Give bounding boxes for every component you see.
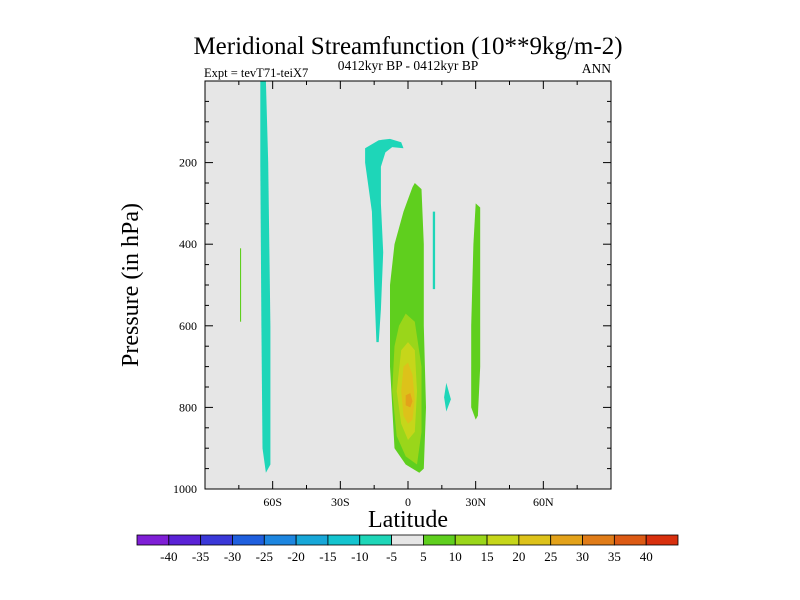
x-tick-labels: 60S 30S 0 30N 60N	[263, 495, 554, 509]
colorbar-label: -35	[192, 549, 209, 564]
contour-region-9	[405, 393, 413, 408]
colorbar-label: -15	[319, 549, 336, 564]
colorbar-label: 10	[449, 549, 462, 564]
colorbar-swatch	[168, 534, 202, 546]
experiment-label: Expt = tevT71-teiX7	[204, 66, 308, 80]
x-axis-label: Latitude	[368, 507, 448, 533]
colorbar-swatch	[613, 534, 647, 546]
colorbar-label: 15	[481, 549, 494, 564]
colorbar-label: -20	[287, 549, 304, 564]
colorbar-swatch	[200, 534, 233, 546]
time-range-label: 0412kyr BP - 0412kyr BP	[338, 58, 479, 73]
axis-ticks	[205, 81, 611, 489]
x-tick-label: 60S	[263, 495, 282, 509]
colorbar-label: -5	[386, 549, 397, 564]
colorbar-label: -25	[256, 549, 273, 564]
colorbar-label: 40	[640, 549, 653, 564]
chart-title: Meridional Streamfunction (10**9kg/m-2)	[193, 33, 622, 60]
x-tick-label: 30S	[331, 495, 350, 509]
contour-region-8	[401, 362, 415, 424]
colorbar-labels: -40 -35 -30 -25 -20 -15 -10 -5 5 10 15 20 25 30 35 40	[160, 549, 653, 564]
colorbar-label: -30	[224, 549, 241, 564]
y-tick-label: 600	[179, 319, 197, 333]
colorbar-swatch	[486, 534, 520, 546]
contour-fill-layer	[240, 81, 481, 473]
contour-region-4	[444, 382, 451, 412]
contour-region-2	[365, 138, 404, 343]
colorbar-swatch	[423, 534, 456, 546]
colorbar-swatch	[550, 534, 583, 546]
colorbar-label: 30	[576, 549, 589, 564]
colorbar-swatch	[454, 534, 488, 546]
colorbar-label: -10	[351, 549, 368, 564]
colorbar-swatch	[645, 534, 679, 546]
contour-region-0	[260, 81, 271, 473]
contour-region-1	[240, 248, 242, 322]
x-tick-label: 30N	[465, 495, 486, 509]
y-tick-label: 400	[179, 237, 197, 251]
colorbar-swatch	[295, 534, 329, 546]
x-tick-label: 60N	[533, 495, 554, 509]
colorbar-label: 5	[420, 549, 427, 564]
y-tick-label: 800	[179, 400, 197, 414]
colorbar-swatch	[518, 534, 552, 546]
colorbar-label: 35	[608, 549, 621, 564]
y-tick-label: 200	[179, 156, 197, 170]
season-label: ANN	[582, 61, 611, 76]
colorbar-swatch	[136, 534, 170, 546]
y-tick-label: 1000	[173, 482, 197, 496]
contour-region-10	[471, 203, 481, 420]
colorbar-swatch	[359, 534, 392, 546]
y-axis-label: Pressure (in hPa)	[118, 203, 144, 367]
colorbar-label: 20	[512, 549, 525, 564]
colorbar	[136, 534, 679, 546]
colorbar-swatch	[263, 534, 297, 546]
x-tick-label: 0	[405, 495, 411, 509]
colorbar-swatch	[327, 534, 361, 546]
colorbar-label: -40	[160, 549, 177, 564]
colorbar-swatch	[232, 534, 265, 546]
colorbar-label: 25	[544, 549, 557, 564]
contour-region-3	[432, 211, 436, 290]
y-tick-labels: 200 400 600 800 1000	[173, 156, 197, 496]
colorbar-swatch	[391, 534, 424, 546]
colorbar-swatch	[582, 534, 615, 546]
